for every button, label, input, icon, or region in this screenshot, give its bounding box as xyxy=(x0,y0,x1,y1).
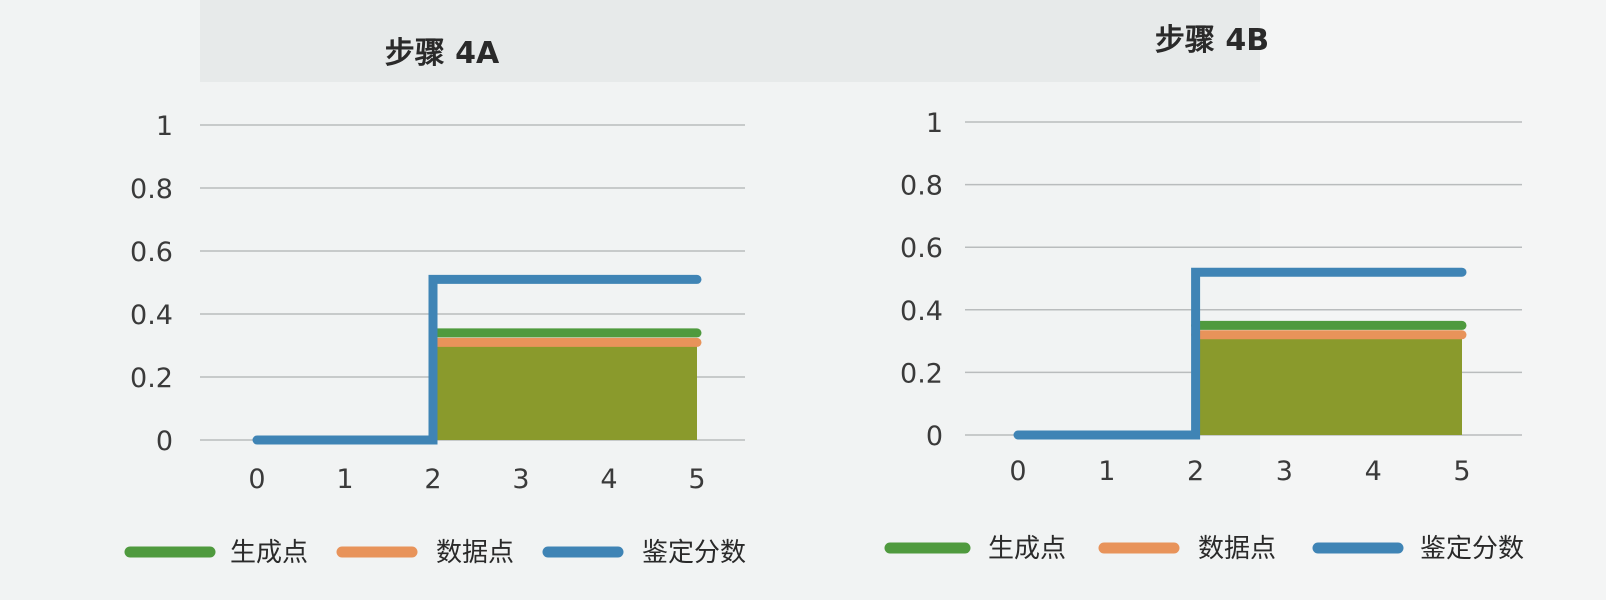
legend-label: 数据点 xyxy=(436,538,514,568)
chart-1: 步骤 4B 0 0.2 0.4 0.6 0.8 1 0 1 2 3 4 5 生成点 数据点 鉴定分数 xyxy=(884,23,1524,564)
x-tick-label: 3 xyxy=(512,464,529,495)
y-tick-label: 0.6 xyxy=(900,233,943,264)
background-panel xyxy=(200,0,1310,82)
legend-label: 鉴定分数 xyxy=(642,538,746,568)
chart-0: 步骤 4A 0 0.2 0.4 0.6 0.8 1 0 1 2 3 4 5 生成点 数据点 鉴定分数 xyxy=(124,36,746,568)
series-line xyxy=(1013,267,1467,440)
legend-label: 生成点 xyxy=(988,534,1066,564)
y-tick-label: 0.4 xyxy=(130,300,173,331)
x-tick-label: 4 xyxy=(1365,456,1382,487)
shaded-area xyxy=(433,342,697,440)
x-tick-label: 0 xyxy=(1009,456,1026,487)
y-tick-label: 0.6 xyxy=(130,237,173,268)
series-line xyxy=(252,274,702,445)
y-tick-label: 0.4 xyxy=(900,296,943,327)
y-tick-label: 0 xyxy=(156,426,173,457)
chart-title: 步骤 4B xyxy=(1155,23,1269,58)
y-tick-label: 0.8 xyxy=(900,171,943,202)
y-tick-label: 0.2 xyxy=(900,358,943,389)
chart-title: 步骤 4A xyxy=(385,36,500,71)
legend: 生成点 数据点 鉴定分数 xyxy=(124,538,746,568)
legend-label: 数据点 xyxy=(1198,534,1276,564)
x-tick-label: 5 xyxy=(688,464,705,495)
x-tick-label: 4 xyxy=(600,464,617,495)
x-tick-label: 5 xyxy=(1453,456,1470,487)
y-tick-label: 0.8 xyxy=(130,174,173,205)
x-tick-label: 2 xyxy=(1187,456,1204,487)
x-tick-label: 3 xyxy=(1276,456,1293,487)
y-tick-label: 1 xyxy=(926,108,943,139)
y-tick-label: 0 xyxy=(926,421,943,452)
background-panel xyxy=(1260,0,1606,600)
x-tick-label: 1 xyxy=(1098,456,1115,487)
x-tick-label: 1 xyxy=(336,464,353,495)
x-tick-label: 2 xyxy=(424,464,441,495)
x-tick-label: 0 xyxy=(248,464,265,495)
shaded-area xyxy=(1195,334,1462,435)
legend: 生成点 数据点 鉴定分数 xyxy=(884,534,1524,564)
legend-label: 生成点 xyxy=(230,538,308,568)
y-tick-label: 1 xyxy=(156,111,173,142)
y-tick-label: 0.2 xyxy=(130,363,173,394)
legend-label: 鉴定分数 xyxy=(1420,534,1524,564)
